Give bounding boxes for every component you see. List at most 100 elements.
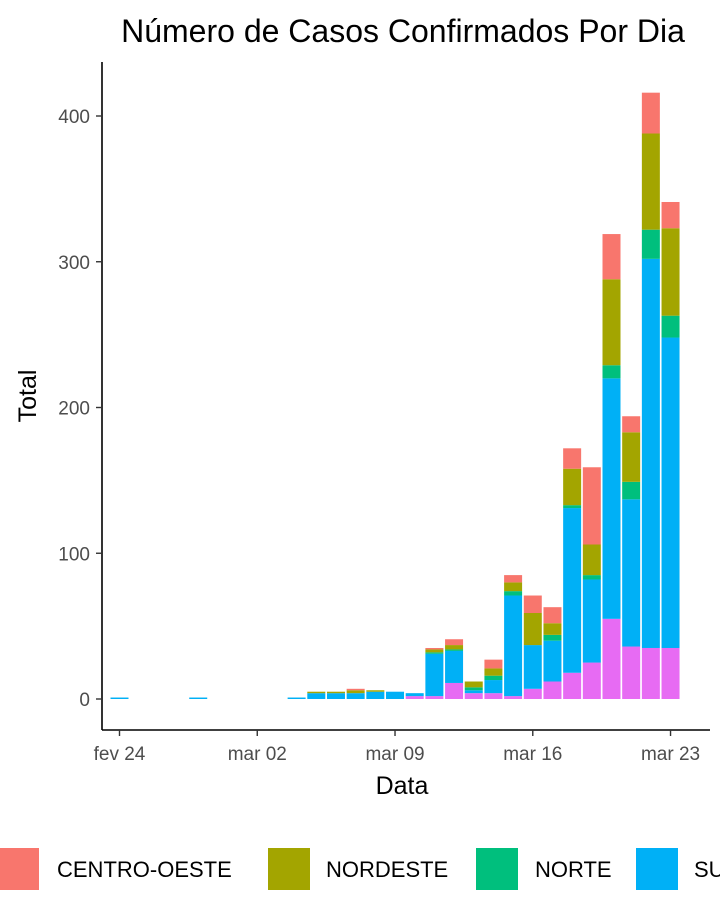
x-axis-title: Data (376, 772, 429, 800)
bar-segment-sul (602, 618, 621, 699)
bar-segment-sul (543, 681, 562, 699)
legend-key-nordeste (268, 848, 310, 890)
bar-segment-centro-oeste (425, 647, 444, 650)
bar-segment-nordeste (366, 690, 385, 692)
bar-segment-sul (622, 646, 641, 699)
bar-segment-sudeste (661, 337, 680, 648)
bar-segment-nordeste (661, 228, 680, 316)
bar-segment-sul (523, 688, 542, 699)
bar-segment-sudeste (346, 693, 365, 699)
y-ticks: 0 100 200 300 400 (58, 107, 102, 711)
bar-segment-nordeste (563, 468, 582, 506)
bar-segment-sul (563, 672, 582, 699)
legend-label-norte: NORTE (535, 857, 612, 882)
bar-segment-sul (641, 647, 660, 699)
bar-segment-centro-oeste (445, 639, 464, 646)
bar-segment-nordeste (543, 623, 562, 635)
bar-segment-sul (445, 682, 464, 699)
y-tick-label: 200 (58, 399, 90, 420)
bar-segment-sul (464, 693, 483, 699)
bar-segment-centro-oeste (523, 595, 542, 614)
legend-label-centro-oeste: CENTRO-OESTE (57, 857, 232, 882)
bar-segment-norte (445, 649, 464, 651)
bar-segment-centro-oeste (484, 659, 503, 669)
bar-segment-norte (563, 505, 582, 509)
bar-segment-nordeste (622, 432, 641, 482)
bar-segment-sudeste (523, 645, 542, 689)
bar-segment-centro-oeste (661, 201, 680, 229)
bar-segment-sudeste (287, 697, 306, 699)
bar-segment-nordeste (641, 133, 660, 230)
bar-segment-sudeste (543, 640, 562, 682)
bar-segment-centro-oeste (641, 92, 660, 134)
bar-segment-sul (661, 647, 680, 699)
legend: CENTRO-OESTE NORDESTE NORTE SUDESTE (0, 848, 720, 890)
bar-segment-norte (543, 634, 562, 641)
legend-key-norte (476, 848, 518, 890)
bar-segment-nordeste (582, 544, 601, 576)
bar-segment-norte (582, 575, 601, 580)
bar-segment-sudeste (386, 691, 405, 699)
x-ticks: fev 24 mar 02 mar 09 mar 16 mar 23 (94, 730, 700, 765)
bar-segment-sul (484, 693, 503, 699)
bar-segment-sudeste (189, 697, 208, 699)
chart-title: Número de Casos Confirmados Por Dia (121, 13, 685, 49)
bar-segment-nordeste (445, 645, 464, 650)
bar-segment-norte (484, 675, 503, 681)
bar-segment-sudeste (484, 680, 503, 694)
bar-segment-centro-oeste (504, 575, 523, 583)
x-tick-label: mar 02 (228, 744, 287, 765)
bar-segment-nordeste (523, 613, 542, 646)
bar-segment-nordeste (602, 279, 621, 366)
bar-segment-sudeste (307, 693, 326, 699)
y-tick-label: 400 (58, 107, 90, 128)
bar-segment-sudeste (326, 693, 345, 699)
bar-segment-nordeste (484, 668, 503, 676)
bar-segment-nordeste (504, 582, 523, 592)
bars-layer (110, 92, 680, 699)
bar-segment-sudeste (366, 691, 385, 699)
bar-segment-norte (602, 365, 621, 379)
bar-segment-centro-oeste (543, 607, 562, 624)
bar-segment-sudeste (405, 693, 424, 697)
bar-segment-sudeste (425, 653, 444, 697)
bar-segment-norte (641, 229, 660, 259)
bar-segment-sul (425, 696, 444, 699)
bar-segment-sudeste (563, 508, 582, 673)
bar-segment-sudeste (602, 378, 621, 619)
bar-segment-sul (504, 696, 523, 699)
y-tick-label: 300 (58, 253, 90, 274)
bar-segment-sudeste (464, 690, 483, 694)
bar-segment-norte (622, 481, 641, 500)
x-tick-label: mar 23 (641, 744, 700, 765)
x-tick-label: mar 16 (503, 744, 562, 765)
y-tick-label: 0 (79, 690, 90, 711)
legend-label-sudeste: SUDESTE (694, 857, 720, 882)
bar-segment-centro-oeste (622, 416, 641, 433)
bar-segment-norte (464, 687, 483, 691)
bar-segment-sudeste (504, 595, 523, 697)
bar-segment-sudeste (582, 579, 601, 663)
bar-segment-nordeste (425, 649, 444, 653)
bar-segment-sudeste (641, 258, 660, 648)
bar-segment-sudeste (445, 650, 464, 683)
bar-segment-norte (504, 591, 523, 596)
bar-segment-nordeste (464, 681, 483, 688)
bar-segment-norte (661, 315, 680, 338)
bar-segment-centro-oeste (346, 688, 365, 691)
bar-segment-sul (405, 696, 424, 699)
legend-label-nordeste: NORDESTE (326, 857, 448, 882)
legend-key-sudeste (636, 848, 678, 890)
legend-key-centro-oeste (0, 848, 39, 890)
bar-segment-sul (582, 662, 601, 699)
y-tick-label: 100 (58, 544, 90, 565)
bar-segment-nordeste (346, 690, 365, 694)
bar-segment-sudeste (622, 499, 641, 647)
x-tick-label: mar 09 (365, 744, 424, 765)
y-axis-title: Total (14, 370, 42, 423)
bar-segment-nordeste (307, 691, 326, 694)
bar-segment-centro-oeste (563, 448, 582, 469)
bar-segment-nordeste (326, 691, 345, 694)
bar-segment-centro-oeste (582, 467, 601, 545)
